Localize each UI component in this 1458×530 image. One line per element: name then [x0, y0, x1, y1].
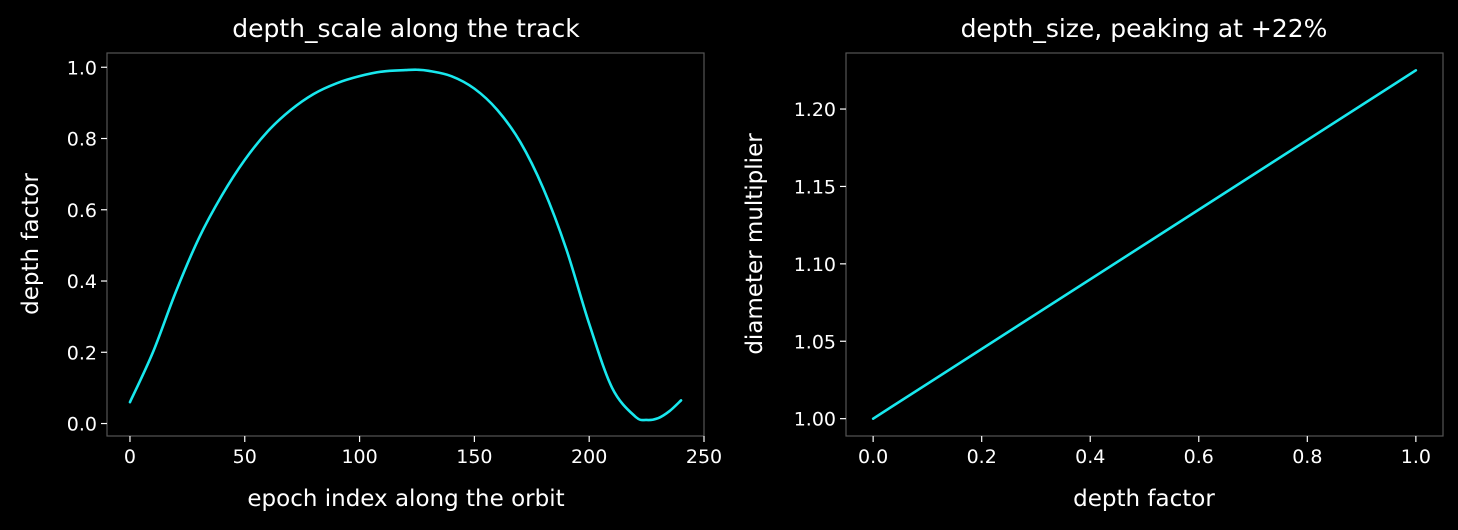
chart-2-x-tick-label: 1.0	[1401, 446, 1431, 468]
chart-1-y-tick-label: 0.4	[67, 271, 97, 293]
chart-1-x-tick-label: 200	[571, 446, 607, 468]
chart-2-title: depth_size, peaking at +22%	[961, 14, 1328, 43]
chart-1-x-tick-label: 0	[124, 446, 136, 468]
chart-2-y-tick-label: 1.05	[794, 331, 836, 353]
chart-1-plot-frame	[106, 52, 705, 437]
chart-1-y-tick-label: 1.0	[67, 57, 97, 79]
chart-2-series-line	[871, 69, 1418, 420]
chart-2-y-ticks: 1.00 1.05 1.10 1.15 1.20	[794, 99, 846, 431]
chart-1-series-line	[128, 68, 683, 422]
chart-2-x-tick-label: 0.4	[1075, 446, 1105, 468]
chart-1-x-tick-label: 50	[233, 446, 257, 468]
chart-2-plot-frame	[845, 52, 1444, 437]
chart-2-x-ticks: 0.0 0.2 0.4 0.6 0.8 1.0	[858, 436, 1431, 468]
chart-1-y-tick-label: 0.2	[67, 342, 97, 364]
chart-depth-size: depth_size, peaking at +22% 0.0 0.2 0.4 0.6…	[742, 14, 1444, 512]
chart-1-y-ticks: 0.0 0.2 0.4 0.6 0.8 1.0	[67, 57, 107, 436]
chart-2-x-tick-label: 0.8	[1292, 446, 1322, 468]
chart-1-x-tick-label: 250	[686, 446, 722, 468]
chart-2-x-tick-label: 0.6	[1184, 446, 1214, 468]
chart-2-x-tick-label: 0.2	[967, 446, 997, 468]
chart-2-y-tick-label: 1.20	[794, 99, 836, 121]
chart-2-y-axis-label: diameter multiplier	[742, 133, 768, 355]
chart-1-x-tick-label: 100	[341, 446, 377, 468]
chart-2-x-tick-label: 0.0	[858, 446, 888, 468]
chart-1-y-axis-label: depth factor	[18, 173, 44, 315]
chart-1-x-axis-label: epoch index along the orbit	[247, 486, 564, 512]
chart-2-y-tick-label: 1.15	[794, 176, 836, 198]
chart-2-y-tick-label: 1.00	[794, 409, 836, 431]
chart-1-x-ticks: 0 50 100 150 200 250	[124, 436, 722, 468]
chart-1-title: depth_scale along the track	[232, 14, 580, 43]
chart-1-y-tick-label: 0.8	[67, 129, 97, 151]
chart-2-y-tick-label: 1.10	[794, 254, 836, 276]
chart-1-y-tick-label: 0.6	[67, 200, 97, 222]
chart-1-x-tick-label: 150	[456, 446, 492, 468]
chart-1-y-tick-label: 0.0	[67, 414, 97, 436]
chart-depth-scale: depth_scale along the track 0 50 100 150 200…	[18, 14, 722, 512]
chart-2-x-axis-label: depth factor	[1073, 486, 1215, 512]
